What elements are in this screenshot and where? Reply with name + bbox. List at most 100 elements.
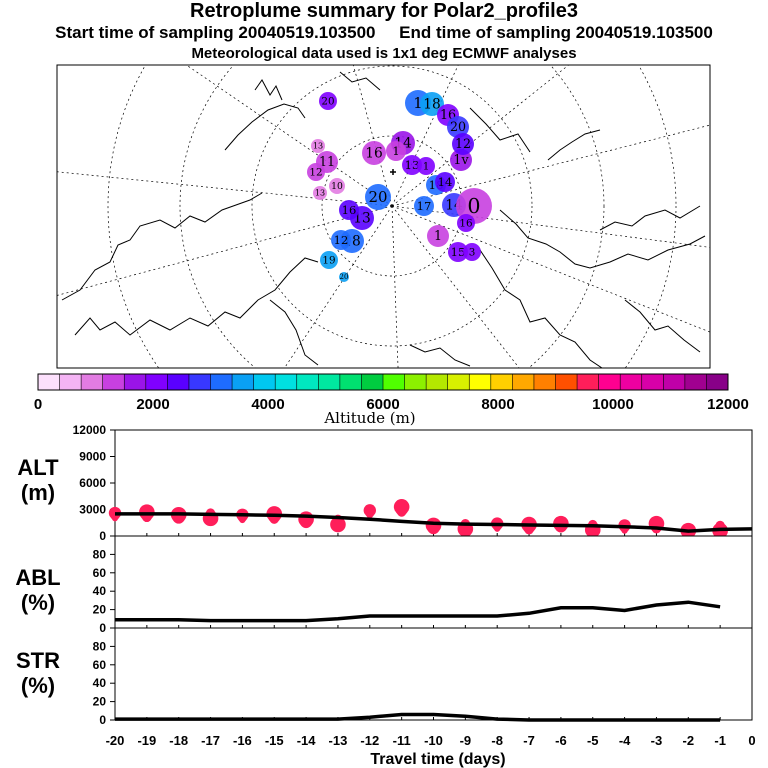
time-series-panels: 0 3000 6000 9000 12000 0 20 40 60 80 0 20 40 60 80 xyxy=(73,423,753,727)
altitude-colorbar: 0 2000 4000 6000 8000 10000 12000 Altitude (m) xyxy=(34,373,749,427)
colorbar-cell xyxy=(447,374,470,390)
altitude-point xyxy=(393,499,410,515)
x-tick-label: -15 xyxy=(265,733,284,748)
plume-marker: 1 xyxy=(386,141,406,161)
plume-cluster-label: 16 xyxy=(342,203,357,217)
plume-cluster-circle xyxy=(319,92,337,110)
plume-cluster-circle xyxy=(448,242,468,262)
altitude-point xyxy=(363,504,376,517)
plume-marker: 15 xyxy=(448,242,468,262)
plume-marker: 14 xyxy=(435,172,455,192)
alt-panel-unit: (m) xyxy=(21,480,55,505)
colorbar-cell xyxy=(684,374,707,390)
x-tick-label: -5 xyxy=(587,733,599,748)
plume-cluster-circle xyxy=(452,133,474,155)
plume-cluster-label: 11 xyxy=(319,154,335,169)
y-tick-label: 80 xyxy=(93,639,107,653)
plume-marker: 19 xyxy=(320,251,338,269)
y-tick-label: 9000 xyxy=(79,450,106,464)
plume-cluster-label: 20 xyxy=(321,95,334,107)
y-tick-label: 60 xyxy=(93,658,107,672)
x-axis-label: Travel time (days) xyxy=(370,751,505,768)
plume-cluster-label: 15 xyxy=(451,245,466,259)
colorbar-cell xyxy=(663,374,686,390)
x-tick-label: -12 xyxy=(360,733,379,748)
plume-marker: 1 xyxy=(417,157,435,175)
x-tick-label: -9 xyxy=(460,733,472,748)
plume-cluster-label: 1v xyxy=(453,152,469,167)
plume-marker: 20 xyxy=(447,116,469,138)
y-tick-label: 3000 xyxy=(79,503,106,517)
colorbar-cell xyxy=(383,374,406,390)
colorbar-cell xyxy=(188,374,211,390)
plume-cluster-circle xyxy=(435,172,455,192)
plume-cluster-label: 1 xyxy=(392,144,399,158)
plume-cluster-circle xyxy=(463,243,481,261)
colorbar-cell xyxy=(38,374,61,390)
plume-cluster-label: 16 xyxy=(459,217,472,229)
met-data-label: Meteorological data used is 1x1 deg ECMW… xyxy=(191,45,577,62)
colorbar-cell xyxy=(533,374,556,390)
x-tick-label: -8 xyxy=(491,733,503,748)
plume-marker: 16 xyxy=(362,141,386,165)
colorbar-cell xyxy=(318,374,341,390)
colorbar-cell xyxy=(555,374,578,390)
abl-panel-unit: (%) xyxy=(21,590,55,615)
plume-cluster-label: 18 xyxy=(423,97,441,113)
plume-marker: 10 xyxy=(329,178,345,194)
plume-cluster-circle xyxy=(329,178,345,194)
plume-cluster-label: 12 xyxy=(334,233,349,247)
plume-cluster-label: 13 xyxy=(313,142,323,151)
x-tick-label: -13 xyxy=(329,733,348,748)
abl-panel-label: ABL xyxy=(15,565,60,590)
map-panel: 118162020141v121611112131013201713161814… xyxy=(56,64,711,369)
plume-cluster-label: 20 xyxy=(368,188,387,206)
colorbar-tick-label: 6000 xyxy=(366,396,399,413)
plume-cluster-label: 19 xyxy=(322,254,335,266)
plume-cluster-label: 12 xyxy=(455,136,471,151)
colorbar-cell xyxy=(81,374,104,390)
plume-marker: 12 xyxy=(307,163,325,181)
colorbar-cell xyxy=(620,374,643,390)
plume-cluster-circle xyxy=(417,157,435,175)
map-plume-markers: 118162020141v121611112131013201713161814… xyxy=(307,90,492,282)
colorbar-cell xyxy=(167,374,190,390)
y-tick-label: 20 xyxy=(93,695,107,709)
colorbar-cell xyxy=(210,374,233,390)
plume-cluster-circle xyxy=(414,196,434,216)
x-tick-label: -18 xyxy=(169,733,188,748)
plume-cluster-label: 0 xyxy=(467,194,480,218)
panel-frame xyxy=(114,535,753,629)
x-tick-label: -10 xyxy=(424,733,443,748)
chart-title: Retroplume summary for Polar2_profile3 xyxy=(190,0,578,22)
plume-cluster-circle xyxy=(311,139,325,153)
x-tick-label: -19 xyxy=(137,733,156,748)
sampling-times: Start time of sampling 20040519.103500 E… xyxy=(0,23,768,43)
release-location xyxy=(390,169,396,175)
x-tick-label: -17 xyxy=(201,733,220,748)
plume-cluster-label: 14 xyxy=(438,175,453,189)
plume-cluster-label: 17 xyxy=(417,199,432,213)
colorbar-cell xyxy=(512,374,535,390)
colorbar-cell xyxy=(577,374,600,390)
x-tick-label: -3 xyxy=(651,733,663,748)
colorbar-cell xyxy=(469,374,492,390)
colorbar-tick-label: 12000 xyxy=(707,396,749,413)
y-tick-label: 80 xyxy=(93,547,107,561)
colorbar-cell xyxy=(361,374,384,390)
plume-cluster-circle xyxy=(457,214,475,232)
alt-panel-label: ALT xyxy=(17,455,59,480)
plume-cluster-label: 10 xyxy=(331,181,343,192)
altitude-point xyxy=(557,517,564,524)
x-tick-label: -4 xyxy=(619,733,631,748)
plume-cluster-circle xyxy=(386,141,406,161)
str-panel-unit: (%) xyxy=(21,673,55,698)
x-tick-label: 0 xyxy=(748,733,755,748)
colorbar-cell xyxy=(426,374,449,390)
colorbar-cell xyxy=(253,374,276,390)
plume-cluster-circle xyxy=(307,163,325,181)
plume-cluster-circle xyxy=(320,251,338,269)
plume-cluster-label: 20 xyxy=(450,119,466,134)
plume-cluster-circle xyxy=(313,186,327,200)
y-tick-label: 20 xyxy=(93,603,107,617)
